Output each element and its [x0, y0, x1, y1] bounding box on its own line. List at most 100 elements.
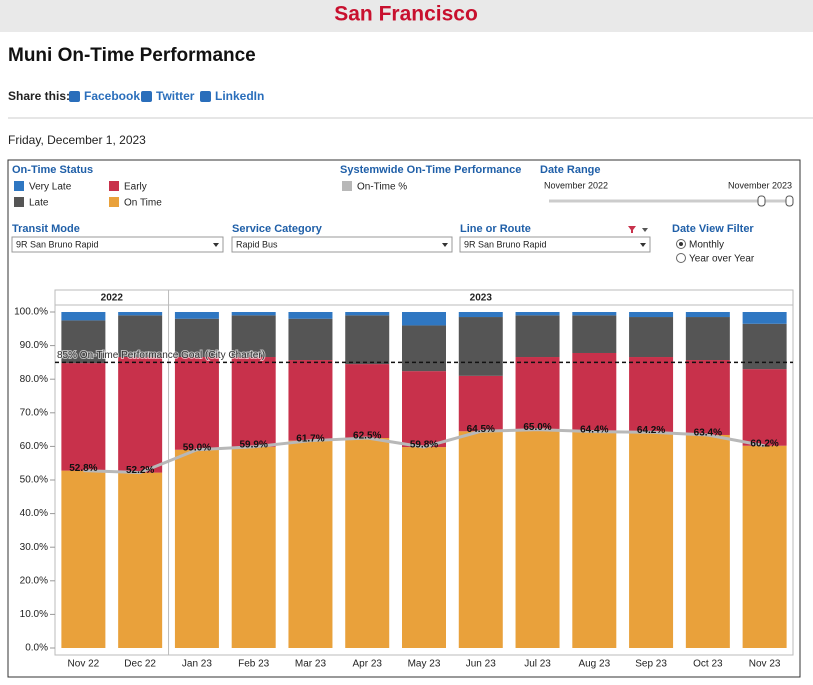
bar-segment [345, 364, 390, 438]
date-slider-handle[interactable] [785, 195, 794, 207]
bar-segment [515, 429, 560, 648]
bar-segment [629, 357, 674, 433]
year-label: 2023 [470, 293, 493, 304]
bar-segment [345, 438, 390, 648]
filter-icon[interactable] [628, 226, 636, 233]
bar-segment [231, 357, 276, 447]
share-link[interactable]: Facebook [84, 89, 140, 103]
legend-swatch [109, 197, 119, 207]
date-range-start: November 2022 [544, 180, 608, 190]
x-tick-label: Dec 22 [124, 659, 156, 670]
data-label: 59.8% [410, 440, 438, 451]
x-tick-label: Feb 23 [238, 659, 270, 670]
share-label: Share this: [8, 89, 70, 103]
bar-segment [685, 317, 730, 361]
legend-swatch [342, 181, 352, 191]
bar-segment [402, 447, 446, 648]
y-tick-label: 100.0% [14, 307, 48, 318]
y-tick-label: 0.0% [25, 643, 48, 654]
bar-segment [629, 432, 674, 648]
bar-segment [742, 323, 787, 370]
radio-button[interactable] [676, 253, 686, 263]
radio-label: Year over Year [689, 254, 755, 265]
bar-segment [118, 472, 163, 648]
legend-swatch [14, 181, 24, 191]
x-tick-label: May 23 [408, 659, 441, 670]
bar-segment [61, 363, 106, 471]
page-title: Muni On-Time Performance [8, 45, 256, 66]
facebook-icon [69, 91, 80, 102]
route-select[interactable] [459, 236, 651, 253]
y-tick-label: 90.0% [20, 340, 48, 351]
date-range-title: Date Range [540, 164, 601, 176]
y-tick-label: 30.0% [20, 542, 48, 553]
legend-title: On-Time Status [12, 164, 93, 176]
bar-segment [174, 357, 219, 450]
bar-segment [345, 312, 390, 316]
dashboard-frame [7, 159, 801, 678]
transit-mode-title: Transit Mode [12, 223, 80, 235]
service-category-select[interactable] [231, 236, 453, 253]
x-tick-label: Mar 23 [295, 659, 327, 670]
data-label: 59.0% [183, 442, 211, 453]
bar-segment [572, 431, 617, 648]
data-label: 63.4% [694, 428, 722, 439]
radio-dot [679, 242, 683, 246]
data-label: 60.2% [750, 438, 778, 449]
legend-label: Early [124, 182, 147, 193]
bar-segment [629, 312, 674, 318]
transit-mode-select[interactable] [11, 236, 224, 253]
dropdown-arrow [442, 243, 448, 247]
data-label: 64.5% [467, 424, 495, 435]
bar-segment [458, 317, 503, 376]
twitter-icon [141, 91, 152, 102]
service-category-value: Rapid Bus [236, 239, 278, 249]
bar-segment [515, 357, 560, 430]
year-label: 2022 [101, 293, 124, 304]
bar-segment [742, 445, 787, 648]
x-tick-label: Aug 23 [578, 659, 610, 670]
bar-segment [402, 371, 446, 448]
bar-segment [685, 312, 730, 318]
legend-label: Very Late [29, 182, 72, 193]
share-link[interactable]: Twitter [156, 89, 195, 103]
bar-segment [515, 312, 560, 316]
site-name[interactable]: San Francisco [334, 3, 478, 26]
bar-segment [61, 470, 106, 648]
bar-segment [174, 312, 219, 319]
x-tick-label: Jun 23 [466, 659, 496, 670]
dropdown-arrow [213, 243, 219, 247]
bar-segment [174, 449, 219, 648]
legend-label: On-Time % [357, 182, 407, 193]
data-label: 64.2% [637, 425, 665, 436]
date-slider-handle[interactable] [757, 195, 766, 207]
legend-swatch [14, 197, 24, 207]
x-tick-label: Apr 23 [352, 659, 382, 670]
bar-segment [629, 317, 674, 358]
bar-segment [118, 312, 163, 316]
date-view-title: Date View Filter [672, 223, 754, 235]
bar-segment [231, 446, 276, 648]
legend-label: Late [29, 198, 49, 209]
route-value: 9R San Bruno Rapid [464, 239, 547, 249]
data-label: 52.8% [69, 463, 97, 474]
y-tick-label: 40.0% [20, 508, 48, 519]
bar-segment [572, 352, 617, 432]
bar-segment [742, 312, 787, 324]
data-label: 59.9% [240, 439, 268, 450]
route-title: Line or Route [460, 223, 531, 235]
data-label: 61.7% [296, 433, 324, 444]
bar-segment [118, 357, 163, 473]
service-category-title: Service Category [232, 223, 323, 235]
bar-segment [231, 312, 276, 316]
data-label: 65.0% [523, 422, 551, 433]
goal-label: 85% On-Time Performance Goal (City Chart… [57, 350, 265, 361]
share-link[interactable]: LinkedIn [215, 89, 264, 103]
bar-segment [685, 434, 730, 648]
legend-label: On Time [124, 198, 162, 209]
bar-segment [61, 312, 106, 321]
dropdown-arrow [640, 243, 646, 247]
bar-segment [458, 375, 503, 432]
